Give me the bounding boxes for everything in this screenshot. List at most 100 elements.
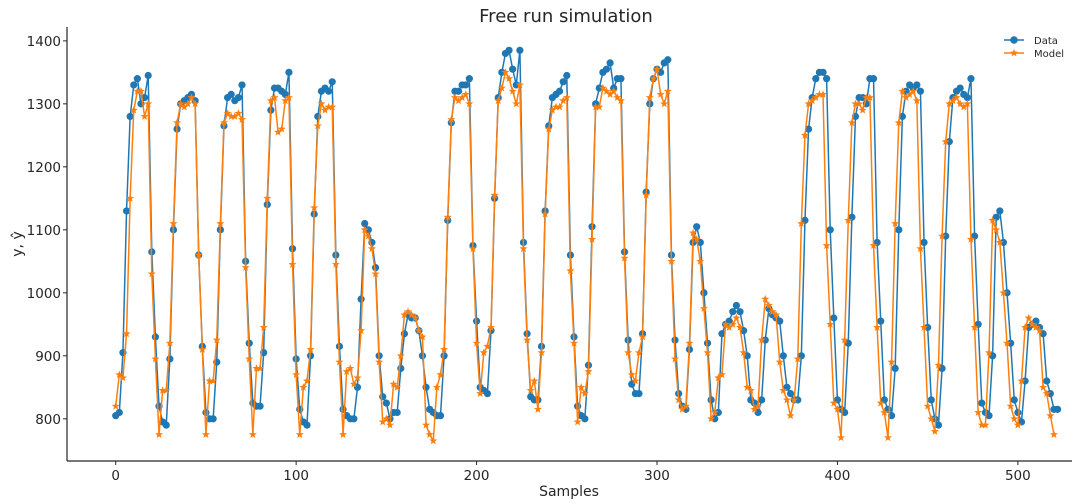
model-point bbox=[490, 190, 499, 199]
model-point bbox=[263, 194, 272, 202]
model-point bbox=[1006, 402, 1015, 410]
model-point bbox=[819, 90, 827, 98]
model-point bbox=[992, 225, 1001, 234]
model-point bbox=[512, 99, 521, 108]
data-point bbox=[516, 46, 524, 54]
model-point bbox=[461, 90, 470, 98]
model-point bbox=[811, 93, 820, 101]
data-point bbox=[1010, 396, 1018, 404]
data-point bbox=[559, 78, 567, 86]
model-point bbox=[620, 253, 629, 262]
model-point bbox=[732, 313, 741, 322]
data-point bbox=[913, 81, 921, 89]
model-point bbox=[728, 320, 737, 328]
data-point bbox=[350, 415, 358, 423]
model-point bbox=[829, 398, 838, 407]
data-point bbox=[133, 75, 141, 83]
model-point bbox=[515, 80, 524, 89]
model-point bbox=[1021, 323, 1030, 331]
model-point bbox=[187, 93, 196, 101]
model-point bbox=[483, 342, 492, 350]
model-point bbox=[147, 269, 156, 278]
model-point bbox=[725, 323, 734, 331]
y-tick-label: 900 bbox=[35, 349, 61, 365]
model-point bbox=[797, 219, 806, 227]
model-point bbox=[216, 219, 225, 227]
model-point bbox=[165, 339, 174, 347]
model-point bbox=[162, 386, 171, 394]
model-point bbox=[487, 323, 496, 331]
model-point bbox=[952, 93, 961, 101]
model-point bbox=[382, 414, 391, 423]
model-point bbox=[815, 90, 824, 98]
data-point bbox=[776, 317, 784, 325]
model-point bbox=[775, 357, 784, 366]
data-point bbox=[729, 308, 737, 316]
model-point bbox=[555, 102, 564, 111]
data-point bbox=[162, 421, 170, 429]
data-point bbox=[830, 314, 838, 322]
model-point bbox=[400, 310, 409, 319]
data-point bbox=[707, 396, 715, 404]
model-point bbox=[339, 430, 348, 438]
model-point bbox=[739, 348, 748, 357]
data-point bbox=[1043, 377, 1051, 385]
model-point bbox=[912, 96, 921, 105]
model-point bbox=[873, 323, 882, 331]
model-point bbox=[660, 99, 669, 108]
model-point bbox=[544, 124, 553, 133]
data-point bbox=[151, 333, 160, 341]
data-point bbox=[920, 238, 928, 247]
legend-model-marker bbox=[1010, 48, 1018, 57]
model-point bbox=[418, 332, 427, 341]
data-point bbox=[555, 87, 564, 95]
model-point bbox=[1035, 326, 1044, 335]
model-point bbox=[938, 231, 947, 240]
model-point bbox=[1031, 323, 1040, 331]
data-point bbox=[617, 75, 625, 83]
model-point bbox=[259, 323, 268, 331]
model-point bbox=[292, 370, 301, 379]
model-point bbox=[970, 323, 979, 331]
model-point bbox=[804, 99, 813, 108]
data-point bbox=[328, 78, 336, 86]
model-point bbox=[443, 213, 452, 221]
data-point bbox=[382, 399, 390, 407]
model-point bbox=[764, 301, 773, 309]
model-point bbox=[465, 99, 474, 108]
model-point bbox=[667, 257, 676, 265]
model-point bbox=[126, 194, 135, 202]
model-point bbox=[346, 364, 355, 372]
model-point bbox=[736, 323, 744, 331]
data-point bbox=[202, 408, 210, 417]
model-point bbox=[331, 260, 340, 268]
model-point bbox=[761, 294, 770, 303]
data-point bbox=[472, 317, 481, 325]
model-point bbox=[429, 436, 438, 445]
data-point bbox=[934, 421, 943, 429]
data-point bbox=[422, 383, 430, 391]
model-point bbox=[155, 430, 164, 438]
model-point bbox=[526, 386, 535, 394]
model-point bbox=[606, 90, 615, 98]
data-point bbox=[115, 408, 123, 417]
model-point bbox=[707, 414, 716, 423]
model-point bbox=[425, 430, 434, 438]
model-point bbox=[642, 190, 651, 199]
model-point bbox=[782, 395, 791, 404]
model-point bbox=[746, 386, 755, 394]
data-point bbox=[927, 396, 935, 404]
model-point bbox=[396, 351, 405, 360]
model-point bbox=[833, 405, 842, 413]
data-point bbox=[804, 125, 813, 133]
model-point bbox=[786, 411, 795, 420]
data-point bbox=[718, 330, 726, 338]
model-point bbox=[624, 348, 633, 357]
model-point bbox=[468, 244, 477, 253]
model-point bbox=[523, 335, 532, 344]
model-point bbox=[570, 339, 579, 347]
model-point bbox=[974, 408, 983, 416]
model-point bbox=[472, 339, 481, 347]
y-tick-label: 1400 bbox=[27, 34, 61, 50]
model-point bbox=[173, 118, 182, 127]
